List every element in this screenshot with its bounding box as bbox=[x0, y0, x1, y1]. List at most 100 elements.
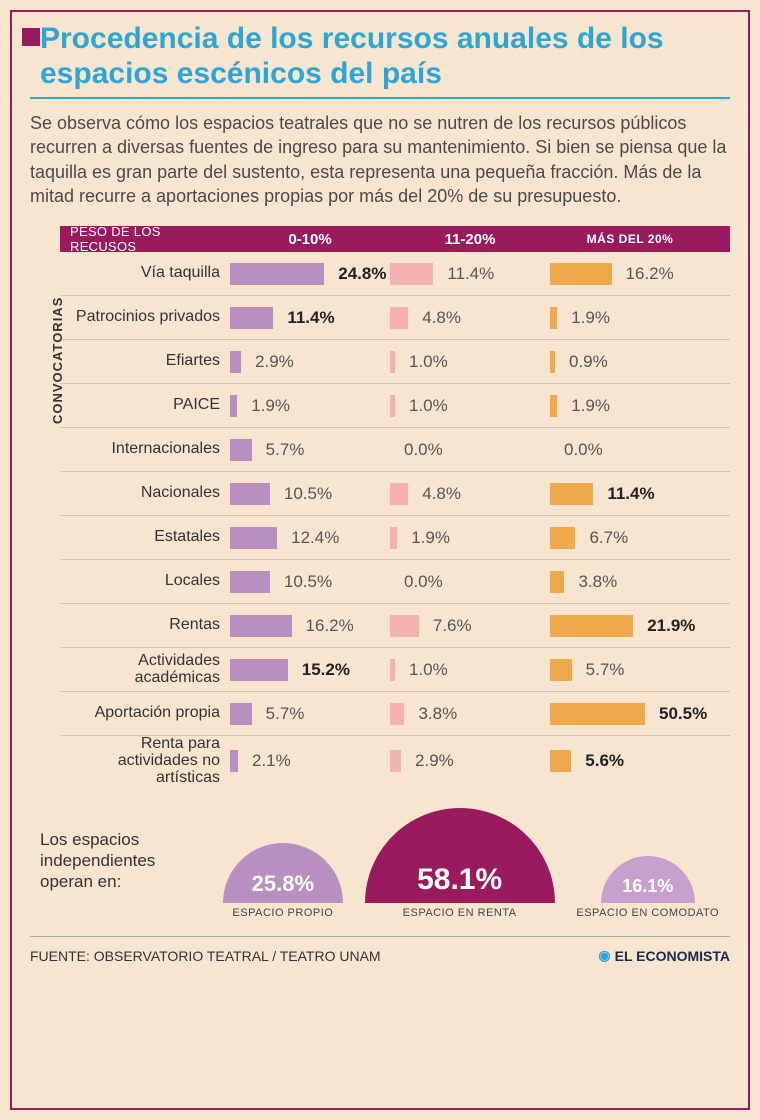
bar bbox=[230, 571, 270, 593]
cell: 5.7% bbox=[230, 439, 390, 461]
bar bbox=[550, 263, 612, 285]
bar bbox=[550, 307, 557, 329]
bar bbox=[230, 615, 292, 637]
cell-value: 10.5% bbox=[270, 572, 332, 592]
cell-value: 2.1% bbox=[238, 751, 291, 771]
cell-value: 2.9% bbox=[401, 751, 454, 771]
bar bbox=[550, 483, 593, 505]
cell-value: 1.9% bbox=[397, 528, 450, 548]
table-row: Locales10.5%0.0%3.8% bbox=[60, 560, 730, 604]
cell-value: 16.2% bbox=[612, 264, 674, 284]
bar bbox=[230, 439, 252, 461]
cell: 16.2% bbox=[230, 615, 390, 637]
cell-value: 6.7% bbox=[575, 528, 628, 548]
table-row: Vía taquilla24.8%11.4%16.2% bbox=[60, 252, 730, 296]
title-bullet bbox=[22, 28, 40, 46]
bar bbox=[390, 703, 404, 725]
cell: 12.4% bbox=[230, 527, 390, 549]
cell: 0.0% bbox=[550, 439, 710, 461]
row-label: Renta para actividades no artísticas bbox=[60, 736, 230, 786]
cell: 7.6% bbox=[390, 615, 550, 637]
cell: 2.9% bbox=[230, 351, 390, 373]
cell: 1.0% bbox=[390, 659, 550, 681]
cell: 3.8% bbox=[550, 571, 710, 593]
cell-value: 5.7% bbox=[252, 704, 305, 724]
cell-value: 0.0% bbox=[390, 572, 443, 592]
bar bbox=[230, 263, 324, 285]
cell-value: 5.7% bbox=[252, 440, 305, 460]
cell: 5.7% bbox=[230, 703, 390, 725]
cell-value: 12.4% bbox=[277, 528, 339, 548]
cell: 1.0% bbox=[390, 351, 550, 373]
bar bbox=[390, 750, 401, 772]
table-row: Renta para actividades no artísticas 2.1%… bbox=[60, 736, 730, 786]
bar bbox=[230, 659, 288, 681]
row-label: Internacionales bbox=[60, 441, 230, 458]
cell: 21.9% bbox=[550, 615, 710, 637]
cell-value: 11.4% bbox=[593, 484, 654, 504]
cell-value: 0.9% bbox=[555, 352, 608, 372]
cell-value: 5.6% bbox=[571, 751, 624, 771]
cell: 2.9% bbox=[390, 750, 550, 772]
cell: 5.7% bbox=[550, 659, 710, 681]
bar bbox=[230, 307, 273, 329]
cell: 4.8% bbox=[390, 483, 550, 505]
bar bbox=[230, 750, 238, 772]
cell: 24.8% bbox=[230, 263, 390, 285]
row-label: Nacionales bbox=[60, 485, 230, 502]
cell: 1.9% bbox=[390, 527, 550, 549]
cell-value: 0.0% bbox=[390, 440, 443, 460]
title-block: Procedencia de los recursos anuales de l… bbox=[30, 22, 730, 91]
cell: 10.5% bbox=[230, 571, 390, 593]
cell: 3.8% bbox=[390, 703, 550, 725]
cell: 15.2% bbox=[230, 659, 390, 681]
bar bbox=[230, 703, 252, 725]
bar bbox=[390, 527, 397, 549]
cell: 5.6% bbox=[550, 750, 710, 772]
cell: 0.0% bbox=[390, 439, 550, 461]
row-label: Rentas bbox=[60, 617, 230, 634]
cell-value: 15.2% bbox=[288, 660, 350, 680]
cell-value: 2.9% bbox=[241, 352, 294, 372]
cell-value: 1.0% bbox=[395, 660, 448, 680]
row-label: Actividades académicas bbox=[60, 653, 230, 687]
cell-value: 5.7% bbox=[572, 660, 625, 680]
cell-value: 11.4% bbox=[273, 308, 334, 328]
cell-value: 21.9% bbox=[633, 616, 695, 636]
bar bbox=[550, 395, 557, 417]
table-row: PAICE1.9%1.0%1.9% bbox=[60, 384, 730, 428]
table-row: Internacionales 5.7% 0.0% 0.0% bbox=[60, 428, 730, 472]
bar bbox=[390, 615, 419, 637]
bar bbox=[230, 483, 270, 505]
bar bbox=[230, 351, 241, 373]
page-title: Procedencia de los recursos anuales de l… bbox=[40, 22, 730, 91]
cell-value: 4.8% bbox=[408, 484, 461, 504]
cell: 16.2% bbox=[550, 263, 710, 285]
cell: 10.5% bbox=[230, 483, 390, 505]
table-row: Patrocinios privados11.4%4.8%1.9% bbox=[60, 296, 730, 340]
bar bbox=[550, 750, 571, 772]
row-label: Vía taquilla bbox=[60, 265, 230, 282]
cell: 11.4% bbox=[230, 307, 390, 329]
cell-value: 16.2% bbox=[292, 616, 354, 636]
cell-value: 1.0% bbox=[395, 352, 448, 372]
cell: 0.9% bbox=[550, 351, 710, 373]
cell: 2.1% bbox=[230, 750, 390, 772]
cell-value: 7.6% bbox=[419, 616, 472, 636]
cell: 1.9% bbox=[230, 395, 390, 417]
side-label: CONVOCATORIAS bbox=[50, 297, 65, 424]
row-label: PAICE bbox=[60, 397, 230, 414]
table-row: Nacionales10.5% 4.8% 11.4% bbox=[60, 472, 730, 516]
row-label: Efiartes bbox=[60, 353, 230, 370]
table-row: Estatales12.4%1.9%6.7% bbox=[60, 516, 730, 560]
table-row: Aportación propia5.7%3.8%50.5% bbox=[60, 692, 730, 736]
bar bbox=[550, 615, 633, 637]
cell: 0.0% bbox=[390, 571, 550, 593]
cell: 1.9% bbox=[550, 307, 710, 329]
cell-value: 3.8% bbox=[564, 572, 617, 592]
cell-value: 0.0% bbox=[550, 440, 603, 460]
bar bbox=[390, 307, 408, 329]
bar bbox=[550, 659, 572, 681]
rows-container: CONVOCATORIAS Vía taquilla24.8%11.4%16.2… bbox=[60, 252, 730, 786]
cell-value: 4.8% bbox=[408, 308, 461, 328]
